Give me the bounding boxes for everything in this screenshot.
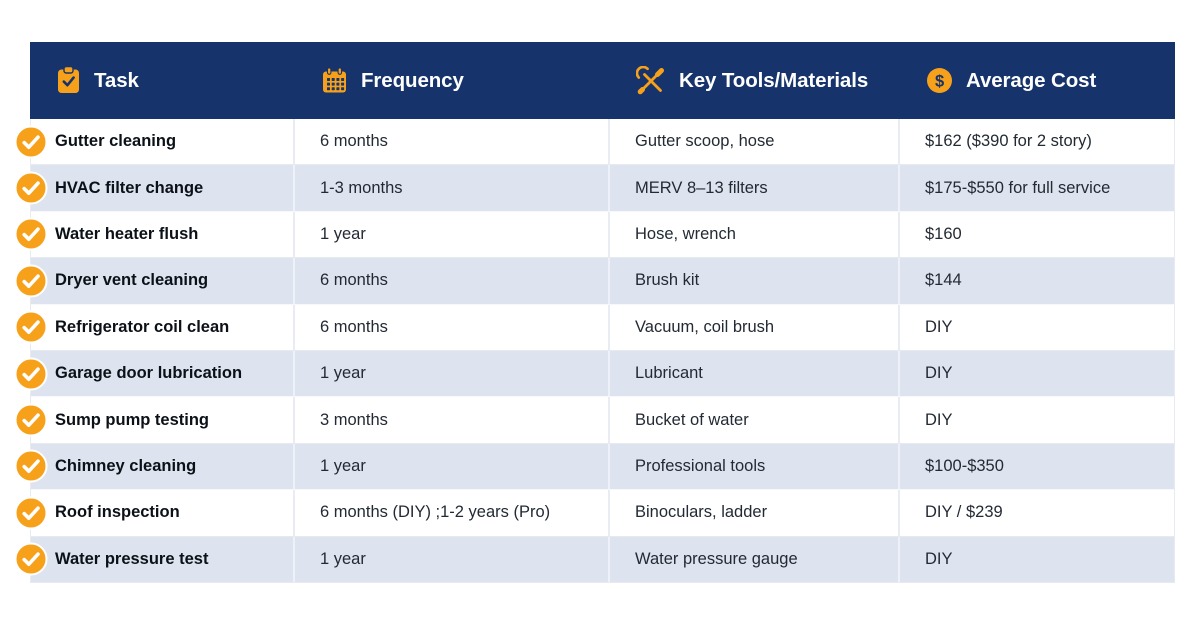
header-label-tools: Key Tools/Materials — [679, 68, 869, 92]
task-cell: Water heater flush — [31, 211, 295, 258]
check-circle-icon — [14, 217, 48, 251]
frequency-cell: 6 months — [295, 304, 610, 350]
header-cell-task: Task — [30, 42, 295, 119]
frequency-cell: 1 year — [295, 536, 610, 582]
check-circle-icon — [14, 496, 48, 530]
tools-cell: MERV 8–13 filters — [610, 165, 900, 211]
tools-cell: Gutter scoop, hose — [610, 119, 900, 165]
check-circle-icon — [14, 171, 48, 205]
cost-cell: $100-$350 — [925, 456, 1004, 475]
task-cell: Refrigerator coil clean — [31, 304, 295, 350]
frequency-cell: 1 year — [295, 350, 610, 397]
table-header: Task Frequency — [30, 42, 1175, 119]
cost-cell: $175-$550 for full service — [925, 178, 1111, 197]
task-cell: Roof inspection — [31, 490, 295, 536]
table-row: Gutter cleaning 6 months Gutter scoop, hos… — [14, 119, 1174, 166]
table-body: Gutter cleaning 6 months Gutter scoop, hos… — [14, 119, 1175, 583]
frequency-cell: 1 year — [295, 443, 610, 490]
table-row: Water pressure test 1 year Water pressure … — [14, 536, 1174, 583]
cost-cell: DIY — [925, 549, 953, 568]
header-cell-tools: Key Tools/Materials — [610, 42, 900, 119]
task-cell: Dryer vent cleaning — [31, 258, 295, 304]
tools-cell: Lubricant — [610, 350, 900, 397]
header-cell-cost: $ Average Cost — [900, 42, 1175, 119]
cost-cell: DIY / $239 — [925, 503, 1003, 522]
dollar-coin-icon: $ — [926, 67, 953, 94]
frequency-cell: 6 months (DIY) ;1-2 years (Pro) — [295, 490, 610, 536]
frequency-cell: 1-3 months — [295, 165, 610, 211]
check-circle-icon — [14, 125, 48, 159]
cost-cell: DIY — [925, 364, 953, 383]
clipboard-check-icon — [56, 66, 81, 95]
check-circle-icon — [14, 542, 48, 576]
check-circle-icon — [14, 403, 48, 437]
frequency-cell: 6 months — [295, 119, 610, 165]
table-row: HVAC filter change 1-3 months MERV 8–13 fi… — [14, 165, 1174, 212]
header-cell-frequency: Frequency — [295, 42, 610, 119]
calendar-icon — [321, 67, 348, 94]
cost-cell: DIY — [925, 317, 953, 336]
table-row: Dryer vent cleaning 6 months Brush kit $144 — [14, 258, 1174, 305]
table-row: Chimney cleaning 1 year Professional tools… — [14, 443, 1174, 491]
cost-cell: DIY — [925, 410, 953, 429]
cost-cell: $144 — [925, 271, 962, 290]
check-circle-icon — [14, 264, 48, 298]
task-cell: Gutter cleaning — [31, 119, 295, 165]
check-circle-icon — [14, 310, 48, 344]
tools-cell: Binoculars, ladder — [610, 490, 900, 536]
svg-text:$: $ — [935, 72, 944, 90]
task-cell: Sump pump testing — [31, 397, 295, 443]
tools-cell: Water pressure gauge — [610, 536, 900, 582]
tools-cell: Hose, wrench — [610, 211, 900, 258]
task-cell: Garage door lubrication — [31, 350, 295, 397]
task-cell: Chimney cleaning — [31, 443, 295, 490]
frequency-cell: 3 months — [295, 397, 610, 443]
header-label-frequency: Frequency — [361, 68, 464, 92]
task-cell: HVAC filter change — [31, 165, 295, 211]
table-row: Sump pump testing 3 months Bucket of water… — [14, 397, 1174, 444]
cost-cell: $162 ($390 for 2 story) — [925, 132, 1092, 151]
table-row: Roof inspection 6 months (DIY) ;1-2 years… — [14, 490, 1174, 537]
task-cell: Water pressure test — [31, 536, 295, 582]
frequency-cell: 1 year — [295, 211, 610, 258]
header-label-cost: Average Cost — [966, 68, 1097, 92]
maintenance-table: Task Frequency — [14, 42, 1175, 583]
table-row: Water heater flush 1 year Hose, wrench $160 — [14, 211, 1174, 259]
tools-cell: Brush kit — [610, 258, 900, 304]
frequency-cell: 6 months — [295, 258, 610, 304]
crossed-tools-icon — [636, 65, 666, 96]
table-row: Refrigerator coil clean 6 months Vacuum, c… — [14, 304, 1174, 351]
tools-cell: Professional tools — [610, 443, 900, 490]
check-circle-icon — [14, 357, 48, 391]
tools-cell: Bucket of water — [610, 397, 900, 443]
header-label-task: Task — [94, 68, 139, 92]
tools-cell: Vacuum, coil brush — [610, 304, 900, 350]
table-row: Garage door lubrication 1 year Lubricant DI… — [14, 350, 1174, 398]
check-circle-icon — [14, 449, 48, 483]
cost-cell: $160 — [925, 224, 962, 243]
